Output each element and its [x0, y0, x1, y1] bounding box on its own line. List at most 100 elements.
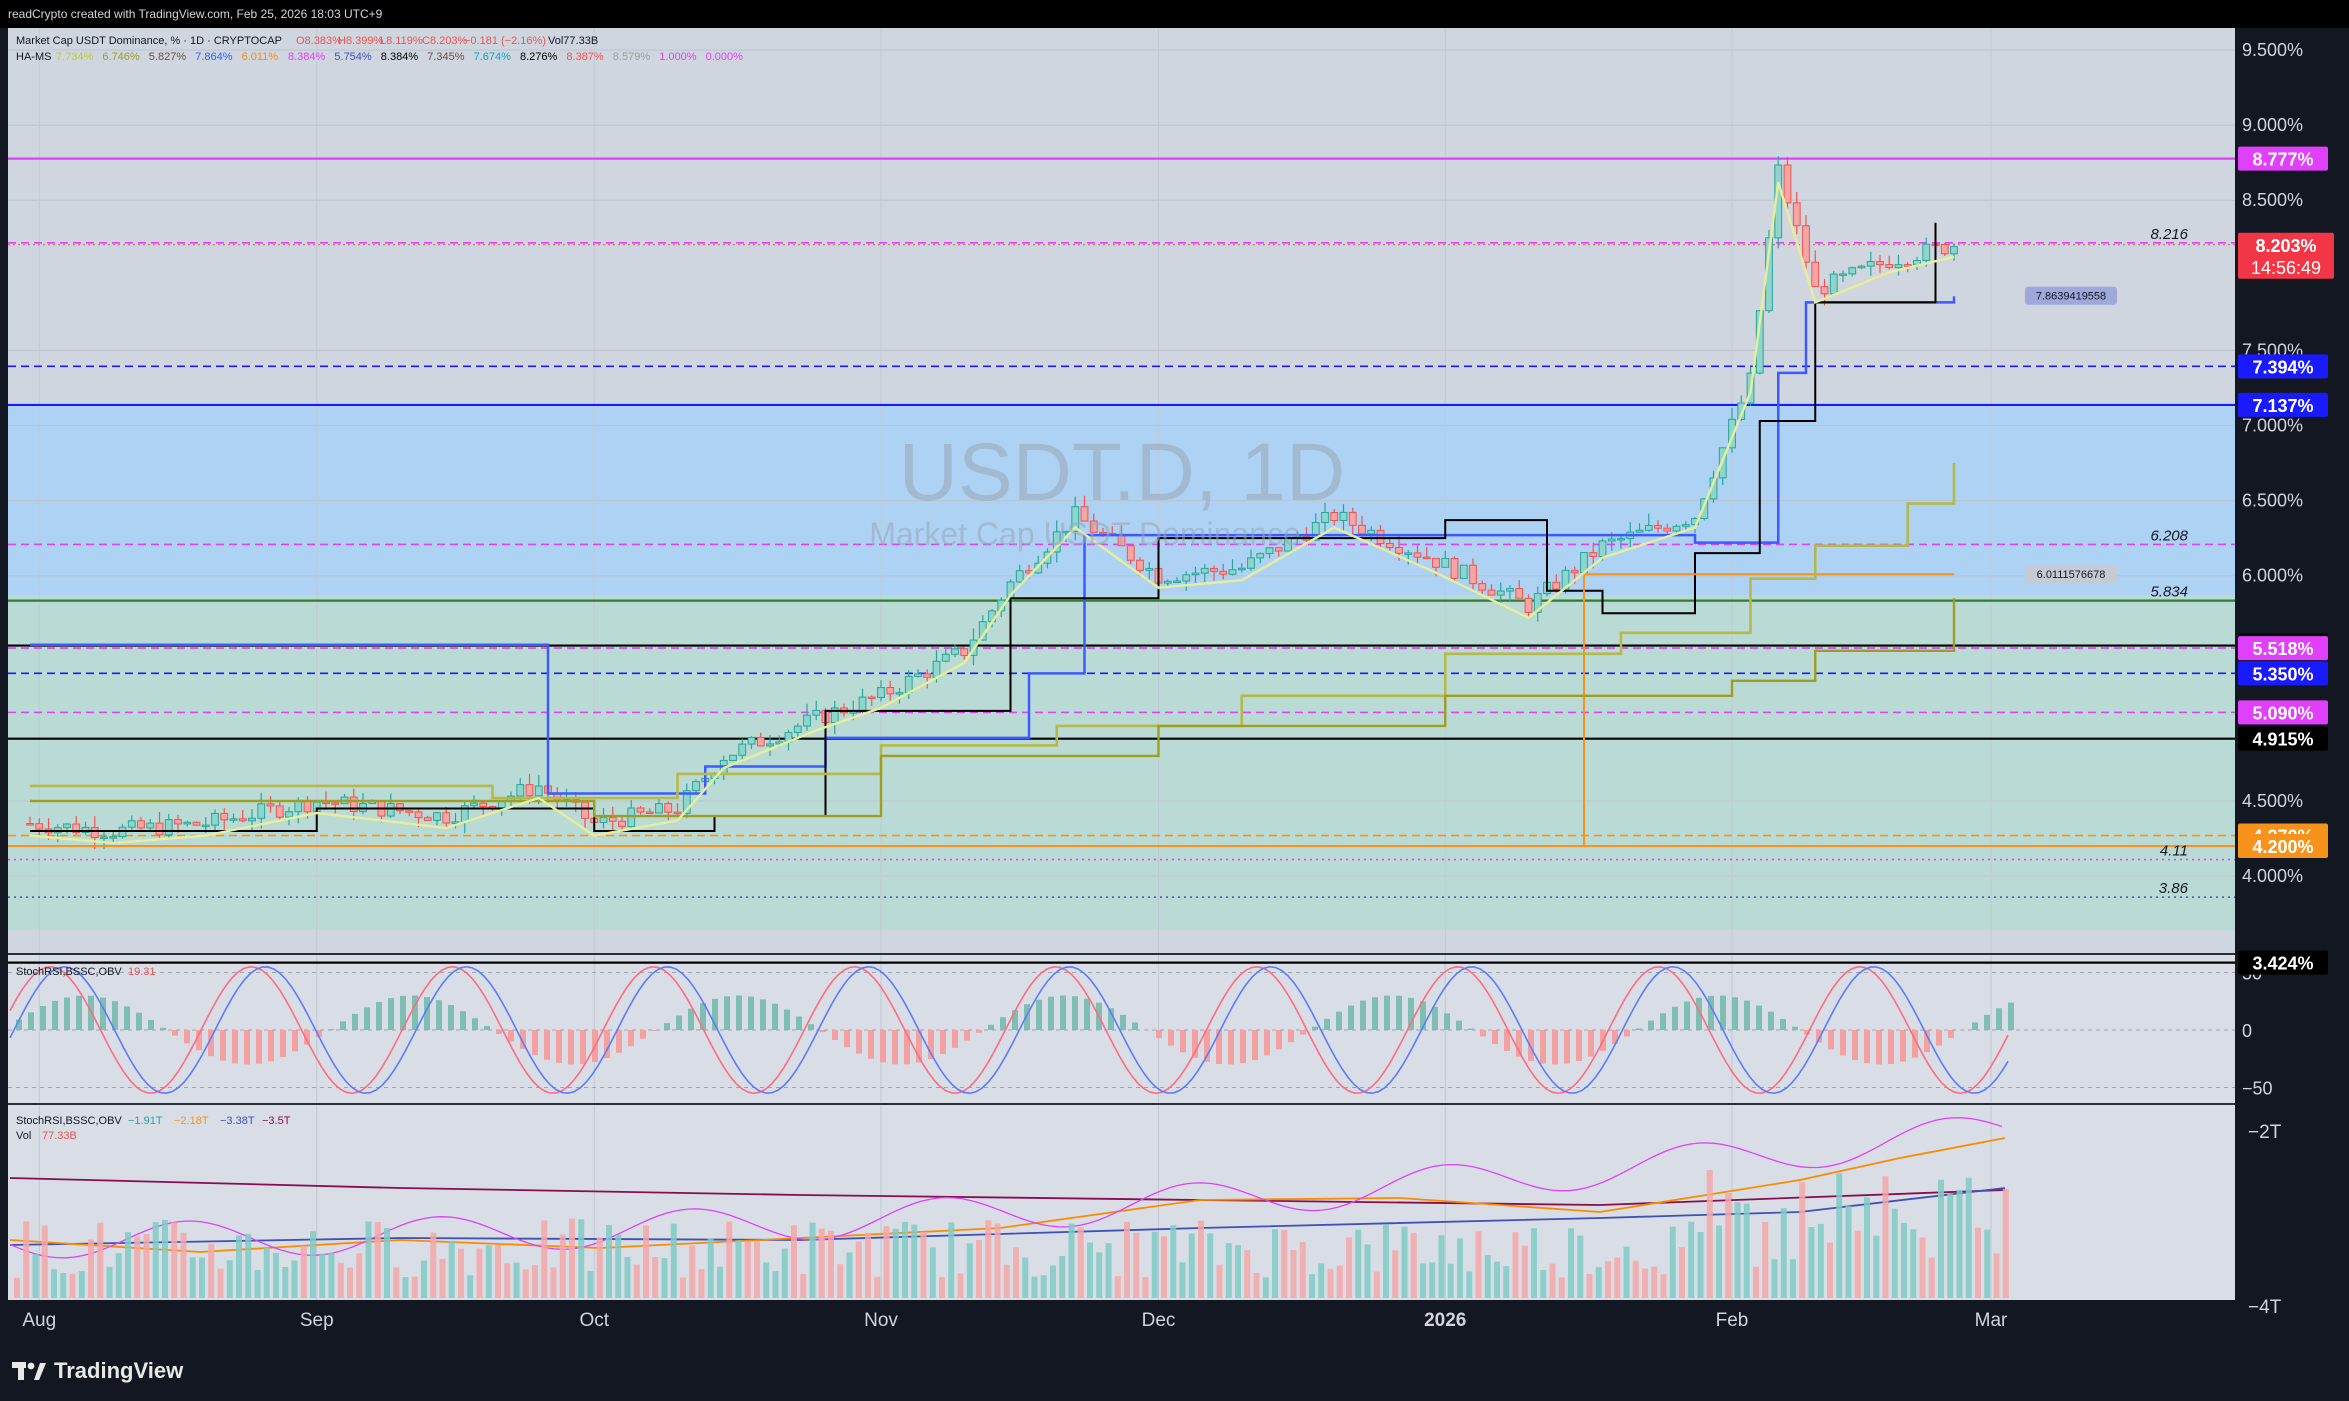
- value-callout: 7.8639419558: [2025, 286, 2117, 305]
- candle-body: [164, 819, 173, 836]
- svg-text:5.518%: 5.518%: [2252, 639, 2313, 659]
- histogram-bar: [1564, 1030, 1570, 1064]
- volume-bar: [2002, 1189, 2009, 1298]
- indicator-value: 8.384%: [381, 51, 419, 63]
- candle-body: [1034, 562, 1043, 574]
- volume-bar: [1438, 1235, 1445, 1298]
- candle-body: [738, 743, 747, 756]
- volume-bar: [1697, 1232, 1704, 1298]
- histogram-bar: [544, 1030, 550, 1060]
- candle-body: [1274, 547, 1283, 552]
- candle-body: [1700, 498, 1709, 520]
- countdown: 14:56:49: [2251, 258, 2321, 278]
- histogram-bar: [1684, 1001, 1690, 1030]
- volume-bar: [911, 1224, 918, 1298]
- volume-bar: [476, 1248, 483, 1298]
- volume-bar: [291, 1260, 298, 1298]
- histogram-bar: [1708, 995, 1714, 1030]
- candle-body: [72, 823, 81, 833]
- volume-bar: [1364, 1244, 1371, 1298]
- candle-body: [1885, 264, 1894, 269]
- candle-body: [1432, 557, 1440, 568]
- volume-bar: [763, 1262, 770, 1298]
- price-level-label: 5.090%: [2238, 700, 2328, 725]
- histogram-bar: [1972, 1022, 1978, 1030]
- candle-body: [405, 810, 414, 813]
- histogram-bar: [1768, 1011, 1774, 1030]
- svg-text:StochRSI,BSSC,OBV: StochRSI,BSSC,OBV: [16, 966, 122, 978]
- volume-bar: [1660, 1274, 1667, 1298]
- volume-bar: [402, 1277, 409, 1298]
- volume-bar: [115, 1253, 122, 1298]
- x-tick-label: Mar: [1975, 1310, 2008, 1331]
- volume-bar: [735, 1240, 742, 1298]
- volume-bar: [374, 1222, 381, 1298]
- candle-body: [1950, 246, 1958, 255]
- indicator-value: 8.384%: [288, 51, 326, 63]
- volume-bar: [319, 1253, 326, 1298]
- histogram-bar: [280, 1030, 286, 1057]
- volume-bar: [596, 1237, 603, 1298]
- volume-bar: [1309, 1274, 1315, 1298]
- candle-body: [747, 736, 756, 745]
- candle-body: [100, 836, 108, 840]
- candle-body: [183, 821, 192, 825]
- volume-bar: [32, 1253, 39, 1298]
- volume-bar: [88, 1239, 94, 1298]
- volume-bar: [1743, 1203, 1750, 1298]
- volume-bar: [1096, 1252, 1103, 1298]
- histogram-bar: [472, 1018, 478, 1030]
- volume-bar: [1235, 1245, 1241, 1298]
- candle-body: [1450, 558, 1459, 579]
- svg-text:−3.5T: −3.5T: [262, 1115, 291, 1127]
- volume-bar: [1392, 1250, 1399, 1298]
- candle-body: [349, 796, 358, 813]
- histogram-bar: [1132, 1022, 1138, 1030]
- candle-body: [1395, 547, 1403, 554]
- candle-body: [1866, 261, 1875, 267]
- candle-body: [867, 696, 876, 700]
- volume-bar: [439, 1258, 446, 1298]
- histogram-bar: [892, 1030, 898, 1065]
- candle-body: [1348, 511, 1357, 526]
- volume-bar: [957, 1273, 964, 1298]
- candle-body: [1903, 264, 1912, 267]
- candle-body: [858, 696, 867, 713]
- volume-bar: [744, 1241, 751, 1298]
- candle-body: [1663, 527, 1672, 532]
- histogram-bar: [1264, 1030, 1270, 1056]
- candle-body: [1219, 570, 1228, 575]
- histogram-bar: [1720, 995, 1726, 1030]
- histogram-bar: [556, 1030, 562, 1063]
- volume-bar: [217, 1268, 224, 1298]
- y-tick-label: 6.500%: [2242, 491, 2303, 511]
- histogram-bar: [1888, 1030, 1894, 1064]
- volume-bar: [226, 1260, 233, 1298]
- histogram-bar: [364, 1007, 370, 1030]
- volume-bar: [883, 1226, 890, 1298]
- histogram-bar: [316, 1030, 322, 1038]
- candle-body: [516, 784, 525, 797]
- histogram-bar: [256, 1030, 262, 1064]
- candle-body: [90, 826, 99, 838]
- candle-body: [201, 824, 210, 828]
- candle-body: [812, 709, 821, 716]
- volume-bar: [328, 1252, 335, 1298]
- volume-bar: [717, 1266, 723, 1298]
- volume-bar: [1864, 1197, 1870, 1298]
- histogram-bar: [484, 1025, 490, 1030]
- volume-bar: [384, 1228, 390, 1298]
- candle-body: [766, 743, 774, 747]
- tradingview-logo[interactable]: TradingView: [12, 1356, 183, 1386]
- candle-body: [849, 711, 858, 714]
- histogram-bar: [940, 1030, 946, 1055]
- candle-body: [1783, 164, 1792, 204]
- volume-bar: [60, 1273, 67, 1298]
- histogram-bar: [1552, 1030, 1558, 1065]
- volume-bar: [171, 1222, 178, 1298]
- x-tick-label: Feb: [1716, 1310, 1749, 1331]
- price-level-label: 5.518%: [2238, 636, 2328, 661]
- volume-bar: [1808, 1227, 1815, 1298]
- histogram-bar: [880, 1030, 886, 1063]
- candle-body: [322, 801, 330, 805]
